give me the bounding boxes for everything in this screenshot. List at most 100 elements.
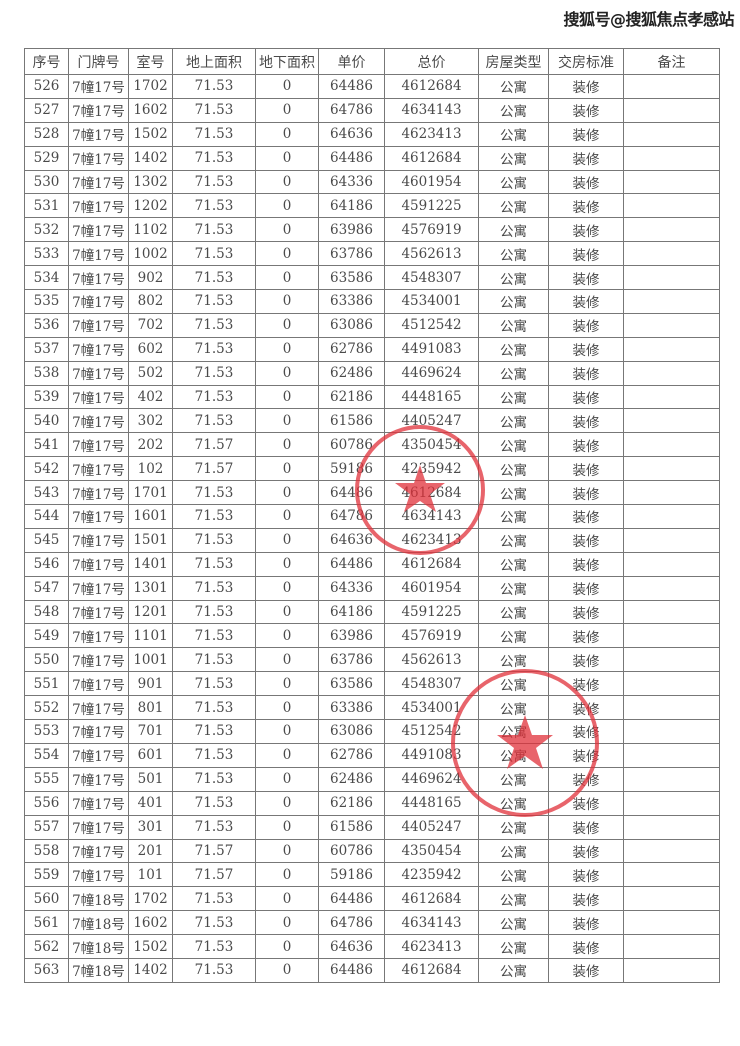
table-cell: 公寓 [478,289,549,314]
table-cell: 装修 [548,814,624,840]
table-cell: 7幢17号 [68,838,129,864]
table-cell: 7幢17号 [68,480,129,506]
table-cell: 71.53 [172,957,256,983]
table-cell: 4576919 [384,217,479,243]
table-cell: 4612684 [384,886,479,912]
table-cell: 71.53 [172,121,256,147]
table-cell: 7幢18号 [68,934,129,959]
column-header: 房屋类型 [478,48,549,75]
table-cell: 60786 [318,432,385,458]
table-row: 544 7幢17号 1601 71.53 0 64786 4634143 公寓 装修 [24,504,720,529]
table-cell: 71.53 [172,97,256,123]
table-cell [623,671,720,697]
table-cell: 64486 [318,957,385,983]
table-cell: 装修 [548,504,624,529]
table-cell [623,384,720,410]
table-cell: 7幢17号 [68,790,129,816]
table-cell: 63386 [318,695,385,721]
table-cell: 562 [24,934,69,959]
table-cell [623,790,720,816]
table-cell: 装修 [548,193,624,219]
table-cell [623,74,720,99]
table-cell [623,623,720,649]
table-cell: 302 [128,408,173,434]
table-cell: 554 [24,742,69,768]
table-cell: 公寓 [478,742,549,768]
table-row: 531 7幢17号 1202 71.53 0 64186 4591225 公寓 装修 [24,193,720,219]
table-row: 553 7幢17号 701 71.53 0 63086 4512542 公寓 装修 [24,719,720,744]
table-cell: 0 [255,766,319,792]
table-cell: 7幢18号 [68,957,129,983]
table-cell: 71.53 [172,719,256,744]
table-cell: 装修 [548,312,624,338]
table-row: 536 7幢17号 702 71.53 0 63086 4512542 公寓 装修 [24,312,720,338]
table-cell: 71.57 [172,838,256,864]
table-row: 563 7幢18号 1402 71.53 0 64486 4612684 公寓 装修 [24,957,720,983]
table-cell: 552 [24,695,69,721]
table-cell: 546 [24,551,69,577]
table-cell: 4612684 [384,145,479,171]
table-row: 562 7幢18号 1502 71.53 0 64636 4623413 公寓 装修 [24,934,720,959]
table-cell: 4512542 [384,719,479,744]
table-cell [623,910,720,936]
table-cell: 71.53 [172,360,256,386]
table-cell: 7幢17号 [68,551,129,577]
table-row: 556 7幢17号 401 71.53 0 62186 4448165 公寓 装修 [24,790,720,816]
table-cell [623,265,720,291]
table-cell: 7幢17号 [68,671,129,697]
table-cell: 4534001 [384,289,479,314]
table-cell: 公寓 [478,336,549,362]
column-header: 门牌号 [68,48,129,75]
table-cell: 4548307 [384,265,479,291]
table-cell: 1501 [128,527,173,553]
table-cell: 0 [255,695,319,721]
table-cell: 539 [24,384,69,410]
table-row: 554 7幢17号 601 71.53 0 62786 4491083 公寓 装修 [24,742,720,768]
table-cell: 62786 [318,742,385,768]
table-cell: 装修 [548,719,624,744]
table-cell: 公寓 [478,265,549,291]
table-cell: 公寓 [478,862,549,888]
table-cell: 71.53 [172,671,256,697]
table-cell: 4591225 [384,599,479,625]
table-row: 542 7幢17号 102 71.57 0 59186 4235942 公寓 装修 [24,456,720,482]
table-cell: 公寓 [478,193,549,219]
table-cell [623,312,720,338]
table-cell: 装修 [548,957,624,983]
table-cell: 60786 [318,838,385,864]
table-cell: 7幢17号 [68,623,129,649]
table-cell: 0 [255,336,319,362]
table-cell: 64486 [318,480,385,506]
table-cell: 7幢17号 [68,360,129,386]
table-cell [623,599,720,625]
table-row: 552 7幢17号 801 71.53 0 63386 4534001 公寓 装修 [24,695,720,721]
table-cell: 7幢17号 [68,647,129,673]
table-cell: 1102 [128,217,173,243]
table-cell [623,193,720,219]
table-cell: 4448165 [384,384,479,410]
table-cell [623,480,720,506]
table-cell: 71.57 [172,432,256,458]
table-cell [623,336,720,362]
table-cell: 7幢17号 [68,97,129,123]
table-cell: 0 [255,742,319,768]
table-cell: 装修 [548,766,624,792]
table-cell: 0 [255,623,319,649]
table-cell: 701 [128,719,173,744]
table-row: 561 7幢18号 1602 71.53 0 64786 4634143 公寓 装修 [24,910,720,936]
table-cell: 528 [24,121,69,147]
table-cell: 7幢18号 [68,886,129,912]
column-header: 地下面积 [255,48,319,75]
table-cell: 7幢17号 [68,384,129,410]
table-row: 534 7幢17号 902 71.53 0 63586 4548307 公寓 装修 [24,265,720,291]
table-cell: 1602 [128,97,173,123]
table-cell [623,121,720,147]
table-cell: 538 [24,360,69,386]
table-cell: 4576919 [384,623,479,649]
table-cell: 4548307 [384,671,479,697]
table-cell [623,742,720,768]
table-cell: 装修 [548,647,624,673]
table-cell: 7幢17号 [68,336,129,362]
column-header: 序号 [24,48,69,75]
table-cell: 202 [128,432,173,458]
